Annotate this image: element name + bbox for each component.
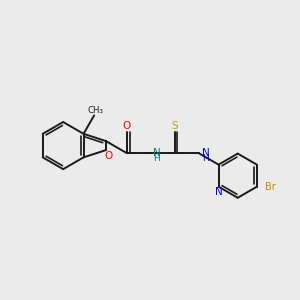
- Text: S: S: [171, 121, 178, 131]
- Text: N: N: [202, 148, 209, 158]
- Text: CH₃: CH₃: [88, 106, 103, 115]
- Text: O: O: [123, 121, 131, 131]
- Text: H: H: [153, 154, 160, 163]
- Text: O: O: [104, 151, 112, 161]
- Text: N: N: [215, 187, 223, 197]
- Text: H: H: [202, 154, 208, 163]
- Text: Br: Br: [265, 182, 276, 192]
- Text: N: N: [153, 148, 161, 158]
